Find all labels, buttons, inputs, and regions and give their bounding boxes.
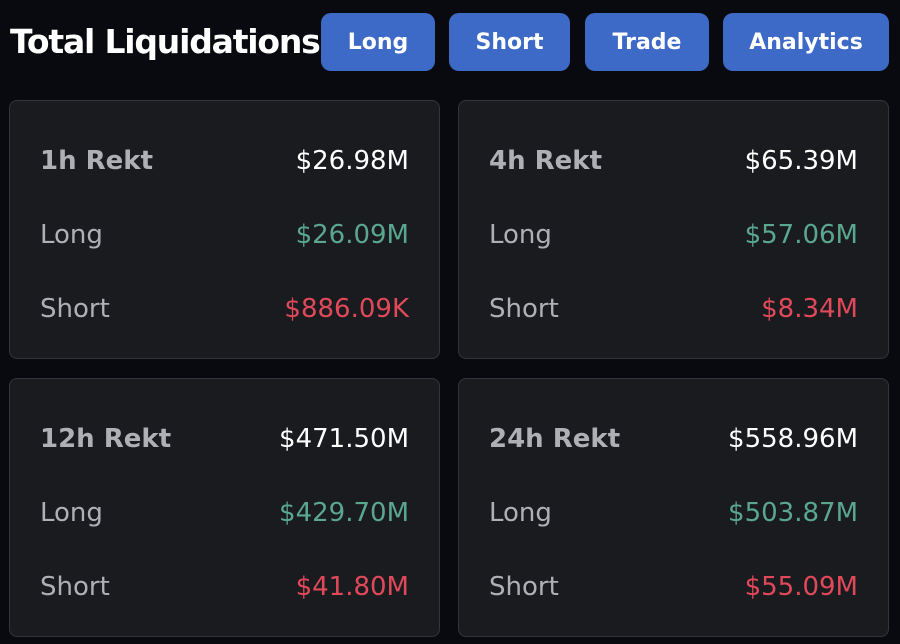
- total-value: $471.50M: [279, 424, 409, 454]
- card-12h: 12h Rekt $471.50M Long $429.70M Short $4…: [9, 378, 440, 637]
- trade-button[interactable]: Trade: [585, 13, 709, 71]
- short-row: Short $8.34M: [489, 289, 858, 329]
- total-value: $558.96M: [728, 424, 858, 454]
- card-title: 24h Rekt: [489, 424, 621, 454]
- short-label: Short: [489, 572, 559, 602]
- long-value: $503.87M: [728, 498, 858, 528]
- long-value: $57.06M: [744, 220, 858, 250]
- short-label: Short: [40, 572, 110, 602]
- card-1h: 1h Rekt $26.98M Long $26.09M Short $886.…: [9, 100, 440, 359]
- long-row: Long $57.06M: [489, 215, 858, 255]
- card-4h: 4h Rekt $65.39M Long $57.06M Short $8.34…: [458, 100, 889, 359]
- short-label: Short: [40, 294, 110, 324]
- short-value: $41.80M: [295, 572, 409, 602]
- short-button[interactable]: Short: [449, 13, 570, 71]
- short-value: $55.09M: [744, 572, 858, 602]
- long-value: $26.09M: [295, 220, 409, 250]
- long-label: Long: [40, 498, 103, 528]
- long-label: Long: [489, 220, 552, 250]
- long-label: Long: [489, 498, 552, 528]
- long-row: Long $26.09M: [40, 215, 409, 255]
- total-row: 4h Rekt $65.39M: [489, 141, 858, 181]
- card-title: 4h Rekt: [489, 146, 603, 176]
- long-row: Long $429.70M: [40, 493, 409, 533]
- long-row: Long $503.87M: [489, 493, 858, 533]
- card-title: 1h Rekt: [40, 146, 154, 176]
- page-title: Total Liquidations: [10, 22, 321, 61]
- long-label: Long: [40, 220, 103, 250]
- total-row: 1h Rekt $26.98M: [40, 141, 409, 181]
- total-value: $26.98M: [295, 146, 409, 176]
- card-title: 12h Rekt: [40, 424, 172, 454]
- total-row: 24h Rekt $558.96M: [489, 419, 858, 459]
- short-label: Short: [489, 294, 559, 324]
- long-button[interactable]: Long: [321, 13, 435, 71]
- analytics-button[interactable]: Analytics: [723, 13, 889, 71]
- total-row: 12h Rekt $471.50M: [40, 419, 409, 459]
- short-row: Short $55.09M: [489, 567, 858, 607]
- long-value: $429.70M: [279, 498, 409, 528]
- short-value: $8.34M: [761, 294, 858, 324]
- short-row: Short $886.09K: [40, 289, 409, 329]
- short-row: Short $41.80M: [40, 567, 409, 607]
- short-value: $886.09K: [284, 294, 409, 324]
- card-24h: 24h Rekt $558.96M Long $503.87M Short $5…: [458, 378, 889, 637]
- total-value: $65.39M: [744, 146, 858, 176]
